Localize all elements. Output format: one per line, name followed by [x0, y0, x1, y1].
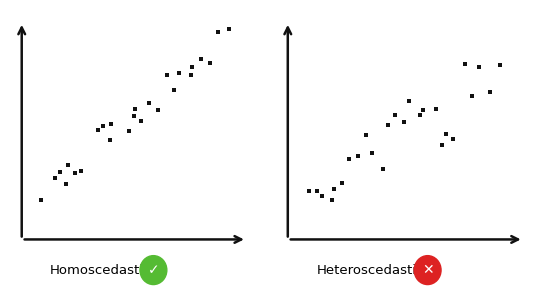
- Text: ✕: ✕: [422, 263, 433, 277]
- Text: ✓: ✓: [148, 263, 159, 277]
- Circle shape: [140, 256, 167, 284]
- Text: Heteroscedasticity: Heteroscedasticity: [317, 264, 441, 277]
- Circle shape: [414, 256, 441, 284]
- Text: Homoscedasticity: Homoscedasticity: [49, 264, 167, 277]
